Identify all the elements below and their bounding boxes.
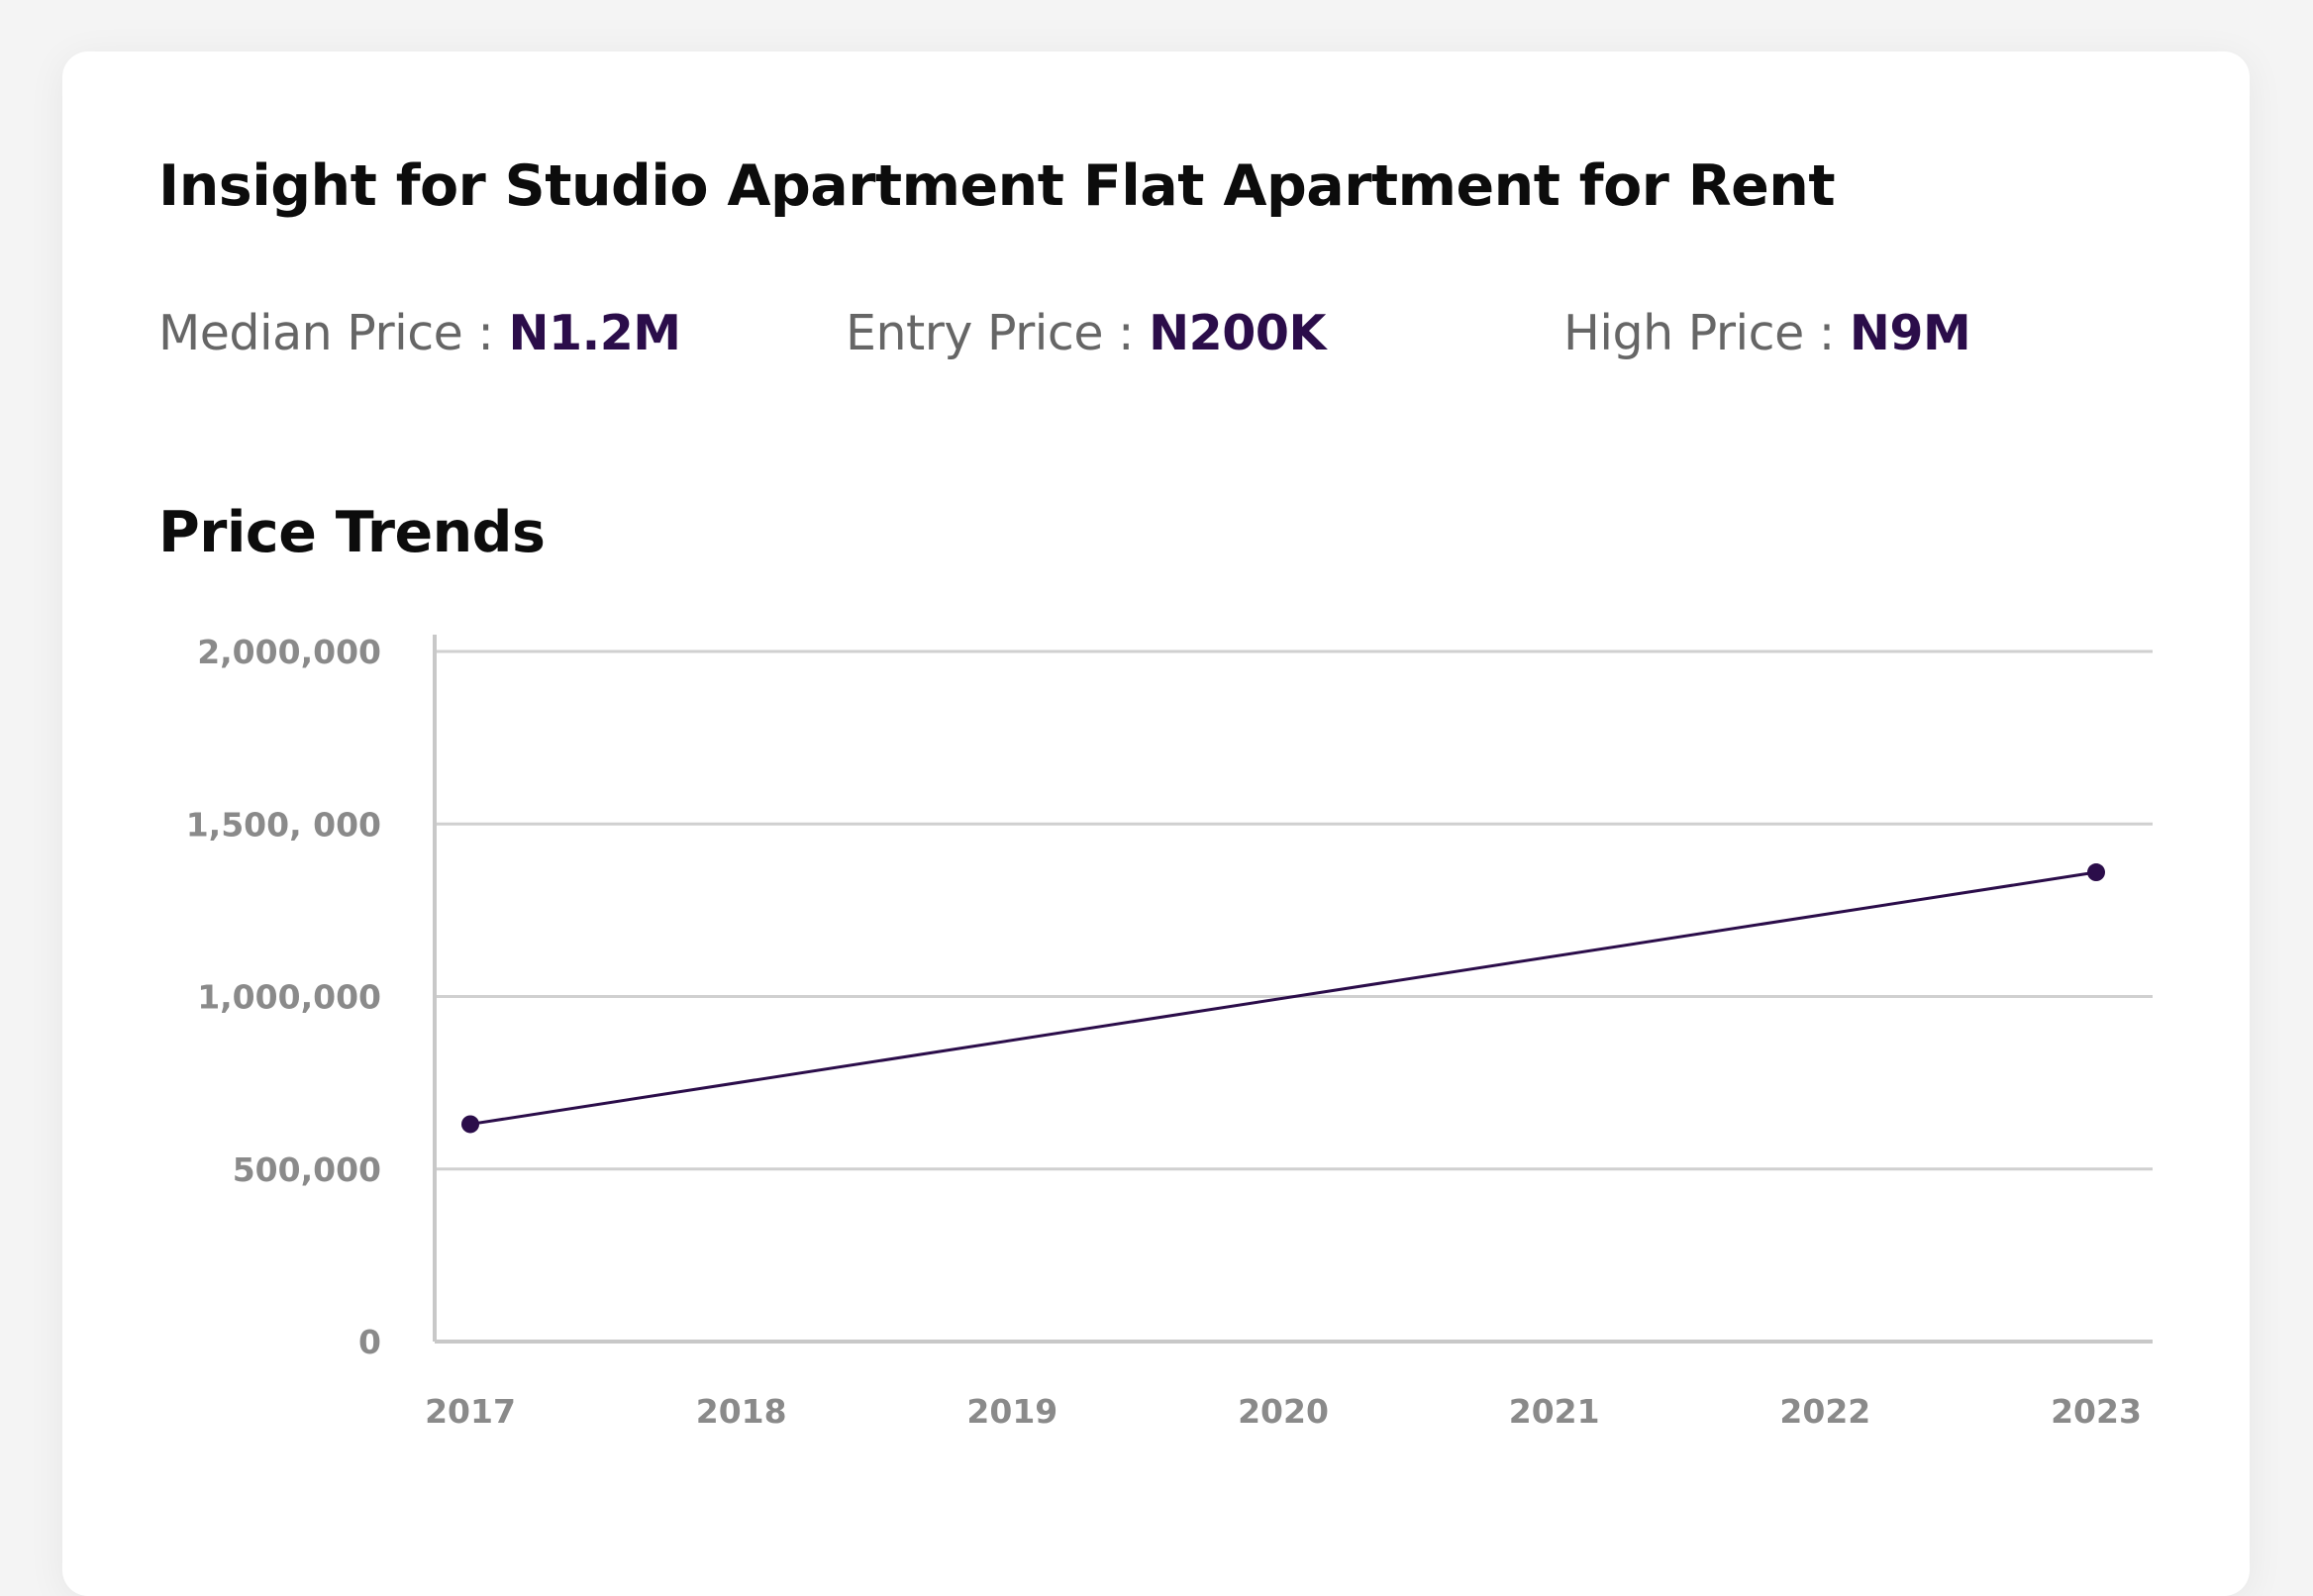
median-price-stat: Median Price : N1.2M xyxy=(158,305,681,361)
y-tick-label-3: 1,500, 000 xyxy=(186,805,381,844)
insight-title: Insight for Studio Apartment Flat Apartm… xyxy=(158,153,1836,219)
price-trend-chart: 0 500,000 1,000,000 1,500, 000 2,000,000 2017… xyxy=(186,633,2153,1431)
price-trends-title: Price Trends xyxy=(158,500,546,565)
x-tick-label-2022: 2022 xyxy=(1779,1392,1870,1431)
median-price-label: Median Price : xyxy=(158,305,494,361)
y-tick-label-1: 500,000 xyxy=(233,1150,381,1189)
high-price-stat: High Price : N9M xyxy=(1563,305,1971,361)
x-tick-label-2021: 2021 xyxy=(1509,1392,1600,1431)
y-tick-label-2: 1,000,000 xyxy=(197,978,381,1017)
series-line-0 xyxy=(469,870,2097,1126)
x-tick-label-2019: 2019 xyxy=(966,1392,1057,1431)
data-point-2023 xyxy=(2087,863,2105,882)
data-point-2017 xyxy=(461,1115,479,1134)
entry-price-stat: Entry Price : N200K xyxy=(846,305,1326,361)
x-tick-label-2017: 2017 xyxy=(425,1392,516,1431)
high-price-value: N9M xyxy=(1849,305,1971,361)
median-price-value: N1.2M xyxy=(508,305,682,361)
y-tick-label-4: 2,000,000 xyxy=(197,633,381,671)
high-price-label: High Price : xyxy=(1563,305,1835,361)
entry-price-value: N200K xyxy=(1149,305,1326,361)
x-tick-label-2020: 2020 xyxy=(1238,1392,1329,1431)
x-tick-label-2023: 2023 xyxy=(2051,1392,2142,1431)
x-tick-label-2018: 2018 xyxy=(696,1392,787,1431)
y-tick-label-0: 0 xyxy=(358,1323,381,1361)
entry-price-label: Entry Price : xyxy=(846,305,1135,361)
